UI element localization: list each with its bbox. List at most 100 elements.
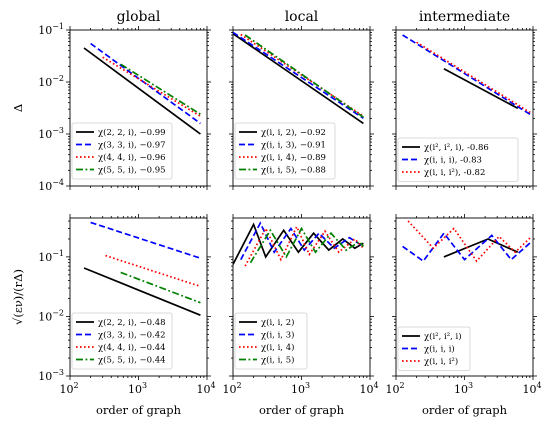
x-tick-label: 103 [128, 381, 147, 396]
x-tick-label: 104 [522, 381, 541, 396]
y-axis-label: Δ [11, 104, 25, 112]
y-tick-label-exp: −2 [52, 74, 64, 83]
y-tick-label-exp: −1 [52, 249, 64, 258]
legend-entry: χ(i, i, 4) [261, 342, 294, 353]
x-tick-label-exp: 3 [468, 381, 473, 390]
x-tick-label: 102 [385, 381, 404, 396]
legend-entry: χ(3, 3, i), −0.97 [98, 140, 166, 151]
y-tick-label-exp: −3 [52, 126, 64, 135]
x-tick-label-base: 10 [522, 383, 536, 396]
x-tick-label-exp: 4 [210, 381, 215, 390]
panel-title: global [117, 9, 161, 25]
y-tick-label: 10−1 [38, 249, 64, 264]
series-line-1 [83, 47, 201, 135]
series-line-3 [102, 56, 201, 117]
legend-entry: χ(i, i, i), -0.83 [424, 155, 482, 166]
x-tick-label-exp: 4 [536, 381, 541, 390]
x-tick-label: 103 [454, 381, 473, 396]
legend-entry: χ(i, i, 5) [261, 355, 294, 366]
y-tick-label-base: 10 [38, 76, 52, 89]
legend-entry: χ(4, 4, i), −0.96 [98, 152, 166, 163]
panel-title: local [285, 9, 319, 25]
series-line-3 [105, 254, 201, 288]
y-tick-label: 10−3 [38, 126, 64, 141]
x-axis-label: order of graph [259, 403, 345, 417]
series-line-4 [244, 34, 364, 118]
series-line-1 [83, 267, 201, 316]
y-tick-label: 10−1 [38, 22, 64, 37]
y-tick-label: 10−3 [38, 368, 64, 383]
series-line-2 [233, 31, 364, 120]
series-line-4 [120, 63, 201, 115]
y-tick-label-base: 10 [38, 310, 52, 323]
x-tick-label-exp: 2 [236, 381, 241, 390]
y-tick-label-exp: −4 [52, 178, 64, 187]
series-line-2 [402, 231, 533, 263]
legend-entry: χ(5, 5, i), −0.95 [98, 165, 166, 176]
legend-entry: χ(i, i, i²) [424, 356, 458, 367]
legend-entry: χ(2, 2, i), −0.48 [98, 317, 166, 328]
x-tick-label: 103 [291, 381, 310, 396]
x-tick-label: 102 [222, 381, 241, 396]
y-tick-label: 10−2 [38, 74, 64, 89]
x-tick-label-base: 10 [222, 383, 236, 396]
legend-box [397, 137, 519, 182]
legend-entry: χ(4, 4, i), −0.44 [98, 342, 166, 353]
x-axis-label: order of graph [422, 403, 508, 417]
x-tick-label-base: 10 [454, 383, 468, 396]
legend-entry: χ(i², i², i) [424, 331, 462, 342]
legend-box [71, 312, 173, 370]
series-line-4 [120, 271, 201, 304]
x-tick-label-exp: 2 [399, 381, 404, 390]
legend-box [397, 326, 471, 371]
legend-entry: χ(i, i, i²), -0.82 [424, 167, 485, 178]
x-tick-label-exp: 3 [305, 381, 310, 390]
series-line-3 [240, 33, 364, 117]
legend-entry: χ(i, i, 4), −0.89 [261, 152, 326, 163]
series-line-3 [416, 41, 532, 115]
y-tick-label-exp: −3 [52, 368, 64, 377]
legend-entry: χ(i, i, 2) [261, 317, 294, 328]
x-tick-label-exp: 3 [142, 381, 147, 390]
x-tick-label-exp: 2 [73, 381, 78, 390]
legend-entry: χ(5, 5, i), −0.44 [98, 355, 166, 366]
y-tick-label-exp: −1 [52, 22, 64, 31]
series-line-2 [402, 34, 532, 116]
series-line-2 [90, 221, 201, 260]
series-line-3 [244, 224, 365, 267]
x-tick-label-base: 10 [359, 383, 373, 396]
legend-box [234, 122, 336, 180]
x-tick-label-base: 10 [291, 383, 305, 396]
legend-box [234, 312, 308, 370]
legend-entry: χ(i, i, 2), −0.92 [261, 127, 326, 138]
y-axis-label: √(εν)/(rΔ) [11, 269, 25, 325]
legend-entry: χ(3, 3, i), −0.42 [98, 330, 166, 341]
panel-intermediate-delta: intermediate χ(i², i², i), -0.86 χ(i, i, i… [392, 9, 537, 190]
legend-entry: χ(i, i, 5), −0.88 [261, 165, 326, 176]
series-line-2 [240, 221, 364, 261]
series-line-1 [233, 32, 364, 125]
x-tick-label-exp: 4 [373, 381, 378, 390]
legend-box [71, 122, 173, 180]
y-tick-label-base: 10 [38, 251, 52, 264]
y-tick-label: 10−4 [38, 178, 64, 193]
series-line-1 [443, 67, 519, 110]
y-tick-label-base: 10 [38, 24, 52, 37]
legend-entry: χ(2, 2, i), −0.99 [98, 127, 166, 138]
legend-entry: χ(i², i², i), -0.86 [424, 142, 489, 153]
x-tick-label-base: 10 [128, 383, 142, 396]
y-tick-label-exp: −2 [52, 308, 64, 317]
y-tick-label: 10−2 [38, 308, 64, 323]
x-tick-label-base: 10 [385, 383, 399, 396]
y-tick-label-base: 10 [38, 370, 52, 383]
series-line-4 [249, 226, 365, 264]
legend-entry: χ(i, i, 3) [261, 330, 294, 341]
series-line-2 [90, 42, 201, 125]
x-axis-label: order of graph [96, 403, 182, 417]
y-tick-label-base: 10 [38, 180, 52, 193]
